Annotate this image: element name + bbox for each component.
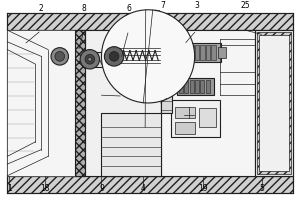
Bar bbox=[8, 13, 292, 30]
Bar bbox=[8, 30, 80, 176]
Circle shape bbox=[55, 52, 64, 61]
Bar bbox=[257, 32, 291, 174]
Bar bbox=[179, 45, 184, 60]
Bar bbox=[171, 100, 220, 137]
Bar bbox=[259, 35, 289, 171]
Text: 3: 3 bbox=[194, 1, 199, 10]
Text: 9: 9 bbox=[99, 184, 104, 193]
Bar bbox=[190, 45, 194, 60]
Circle shape bbox=[88, 57, 92, 61]
Text: 7: 7 bbox=[160, 1, 165, 10]
Bar bbox=[206, 80, 210, 93]
Circle shape bbox=[101, 10, 195, 103]
Bar bbox=[211, 45, 215, 60]
Bar bbox=[175, 107, 195, 118]
Circle shape bbox=[104, 47, 124, 66]
Bar bbox=[199, 108, 216, 127]
Text: 2: 2 bbox=[39, 4, 44, 13]
Bar bbox=[8, 176, 292, 193]
Bar bbox=[200, 45, 205, 60]
Bar bbox=[175, 122, 195, 134]
Bar bbox=[255, 30, 292, 176]
Bar bbox=[190, 80, 194, 93]
Text: 25: 25 bbox=[240, 1, 250, 10]
Bar bbox=[195, 80, 199, 93]
Bar bbox=[195, 45, 200, 60]
Circle shape bbox=[109, 52, 119, 61]
Bar bbox=[177, 43, 221, 62]
Bar bbox=[184, 45, 189, 60]
Text: 5: 5 bbox=[259, 184, 264, 193]
Bar bbox=[177, 78, 214, 95]
Bar bbox=[85, 52, 161, 67]
Circle shape bbox=[85, 54, 95, 64]
Text: 4: 4 bbox=[141, 184, 146, 193]
Text: 19: 19 bbox=[199, 184, 208, 193]
Bar bbox=[184, 80, 188, 93]
Bar bbox=[161, 30, 172, 113]
Bar bbox=[200, 80, 204, 93]
Bar bbox=[101, 113, 161, 176]
Circle shape bbox=[51, 48, 68, 65]
Bar bbox=[206, 45, 210, 60]
Text: 8: 8 bbox=[82, 4, 86, 13]
Bar bbox=[218, 47, 226, 58]
Text: 6: 6 bbox=[126, 4, 131, 13]
Circle shape bbox=[80, 50, 100, 69]
Bar bbox=[179, 80, 183, 93]
Text: 18: 18 bbox=[40, 184, 50, 193]
Text: 1: 1 bbox=[7, 184, 12, 193]
Bar bbox=[85, 30, 161, 176]
Bar bbox=[161, 30, 255, 176]
Bar bbox=[75, 30, 85, 176]
